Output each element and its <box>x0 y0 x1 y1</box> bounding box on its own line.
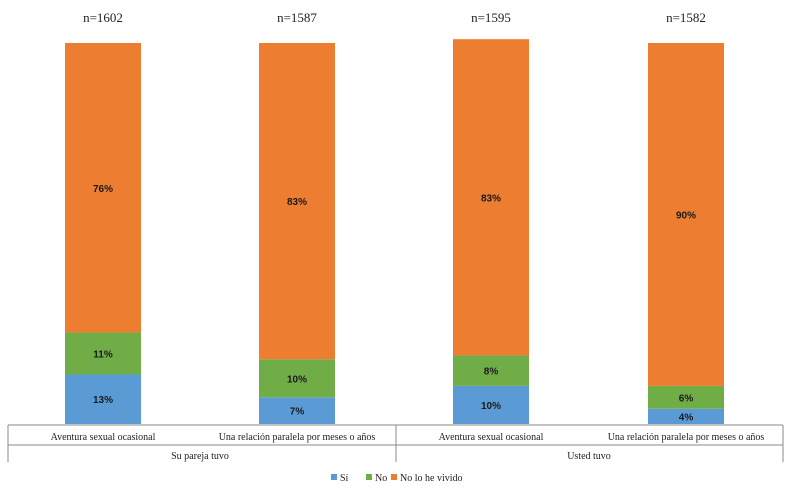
bar-segment-si-3 <box>453 385 529 424</box>
sample-size-label: n=1582 <box>666 10 706 25</box>
legend-swatch <box>366 474 372 480</box>
group-label: Su pareja tuvo <box>171 451 229 462</box>
bar-segment-no-lo-he-vivido-1 <box>65 43 141 333</box>
category-label: Una relación paralela por meses o años <box>608 432 765 443</box>
legend-swatch <box>391 474 397 480</box>
bar-segment-no-4 <box>648 385 724 409</box>
bar-segment-no-1 <box>65 332 141 375</box>
category-label: Aventura sexual ocasional <box>51 432 156 443</box>
legend-entry: Sí <box>340 473 349 484</box>
sample-size-label: n=1602 <box>83 10 123 25</box>
data-label: 10% <box>481 401 501 412</box>
sample-size-label: n=1595 <box>471 10 511 25</box>
category-axis: Aventura sexual ocasional Una relación pa… <box>7 424 784 462</box>
data-label: 8% <box>484 367 499 378</box>
data-label: 13% <box>93 395 113 406</box>
bar-segment-si-1 <box>65 374 141 424</box>
bar-segment-si-2 <box>259 397 335 424</box>
group-label: Usted tuvo <box>567 451 611 462</box>
category-label: Una relación paralela por meses o años <box>219 432 376 443</box>
data-label: 4% <box>679 412 694 423</box>
legend-swatch <box>331 474 337 480</box>
data-label: 76% <box>93 184 113 195</box>
bar-segment-si-4 <box>648 408 724 424</box>
bar-segment-no-2 <box>259 359 335 398</box>
data-label: 10% <box>287 374 307 385</box>
data-label: 90% <box>676 210 696 221</box>
data-label: 6% <box>679 393 694 404</box>
data-label: 7% <box>290 407 305 418</box>
bar-segment-no-lo-he-vivido-4 <box>648 43 724 386</box>
bars-layer: 13% 11% 76% n=1602 7% 10% 83% n=1587 10% 8% 83% n=1… <box>65 10 724 424</box>
data-label: 83% <box>481 193 501 204</box>
bar-segment-no-lo-he-vivido-3 <box>453 39 529 356</box>
bar-segment-no-3 <box>453 355 529 386</box>
bar-segment-no-lo-he-vivido-2 <box>259 43 335 360</box>
legend-entry: No lo he vivido <box>400 473 463 484</box>
category-label: Aventura sexual ocasional <box>439 432 544 443</box>
legend: Sí No No lo he vivido <box>331 473 463 484</box>
data-label: 83% <box>287 197 307 208</box>
legend-entry: No <box>375 473 387 484</box>
sample-size-label: n=1587 <box>277 10 317 25</box>
data-label: 11% <box>93 350 113 361</box>
